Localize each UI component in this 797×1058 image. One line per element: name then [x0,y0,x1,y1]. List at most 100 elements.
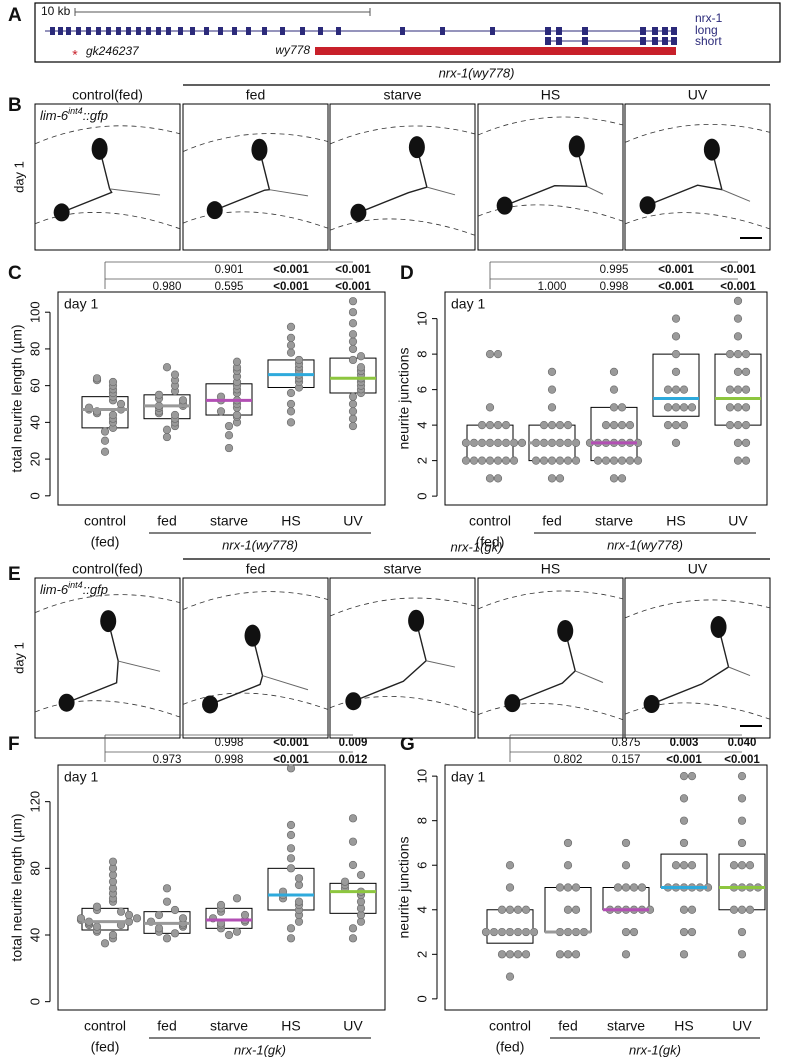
data-point [348,344,358,354]
data-point [162,934,172,943]
data-point [286,934,296,943]
data-point [679,772,689,781]
column-label: fed [246,561,265,577]
exon [50,27,55,35]
neurite [647,149,723,206]
data-point [547,474,557,483]
data-point [286,924,296,933]
data-point [609,403,619,412]
data-point [687,861,697,870]
data-point [224,443,234,453]
soma [504,694,521,713]
data-point [625,421,635,430]
data-point [733,456,743,465]
x-tick-label: control [84,513,126,529]
data-point [216,900,226,910]
exon [126,27,131,35]
box [590,406,638,462]
data-point [216,407,226,416]
data-point [737,772,747,781]
reporter-label: lim-6int4::gfp [40,580,108,597]
data-point [240,910,250,920]
neurite [353,620,427,702]
data-point [725,403,735,412]
data-point [687,927,697,937]
allele-label: wy778 [275,43,310,57]
soma [58,693,75,712]
data-point [671,367,681,376]
exon [662,27,668,35]
neurite [262,675,309,691]
data-point [621,838,631,848]
data-point [737,838,747,848]
exon [106,27,111,35]
panel-label: C [8,263,22,284]
reporter-suffix: ::gfp [83,108,108,123]
soma [53,203,70,222]
data-point [609,367,619,376]
data-point [733,314,743,323]
y-tick-label: 20 [27,452,42,466]
data-point [154,390,164,399]
p-value: <0.001 [724,754,760,766]
panel-label: B [8,95,22,116]
data-point [232,357,242,366]
y-tick-label: 2 [414,457,429,464]
data-point [555,456,565,465]
data-point [461,456,471,465]
data-point [571,950,581,959]
data-point [737,927,747,937]
y-axis-label: neurite junctions [396,837,412,939]
data-point [521,950,531,959]
data-point [178,396,188,405]
data-point [340,877,350,886]
exon [58,27,63,35]
data-point [469,456,479,465]
p-value: <0.001 [335,281,371,293]
plot-annotation: day 1 [64,769,98,785]
p-value: 0.012 [339,754,368,766]
data-point [663,403,673,412]
column-label: starve [383,561,421,577]
data-point [737,905,747,914]
soma [703,138,720,161]
soma [244,624,261,647]
group-label: nrx-1(wy778) [607,537,683,552]
y-tick-label: 100 [27,301,42,323]
body-outline [624,702,771,720]
p-value: 0.901 [215,264,244,276]
data-point [555,950,565,959]
x-tick-label: starve [210,513,248,529]
body-outline [329,597,476,617]
data-point [733,438,743,447]
exon [545,27,551,35]
micrograph [624,577,771,739]
data-point [539,421,549,430]
p-value: 0.998 [215,737,244,749]
x-tick-label: fed [542,513,561,529]
data-point [617,403,627,412]
body-outline [329,696,476,714]
data-point [501,456,511,465]
data-point [178,914,188,923]
column-label: control(fed) [72,561,143,577]
data-point [348,421,358,431]
data-point [625,456,635,465]
data-point [132,914,142,923]
isoform-label: short [695,34,722,48]
data-point [493,456,503,465]
exon [440,27,445,35]
data-point [745,861,755,870]
data-point [108,377,118,387]
data-point [663,421,673,430]
data-point [679,838,689,848]
x-tick-label: fed [558,1018,577,1034]
data-point [348,319,358,328]
data-point [92,374,102,383]
exon [66,27,71,35]
data-point [563,838,573,848]
body-outline [329,218,476,236]
p-value: 0.998 [600,281,629,293]
data-point [108,857,118,866]
neurite [426,186,456,196]
